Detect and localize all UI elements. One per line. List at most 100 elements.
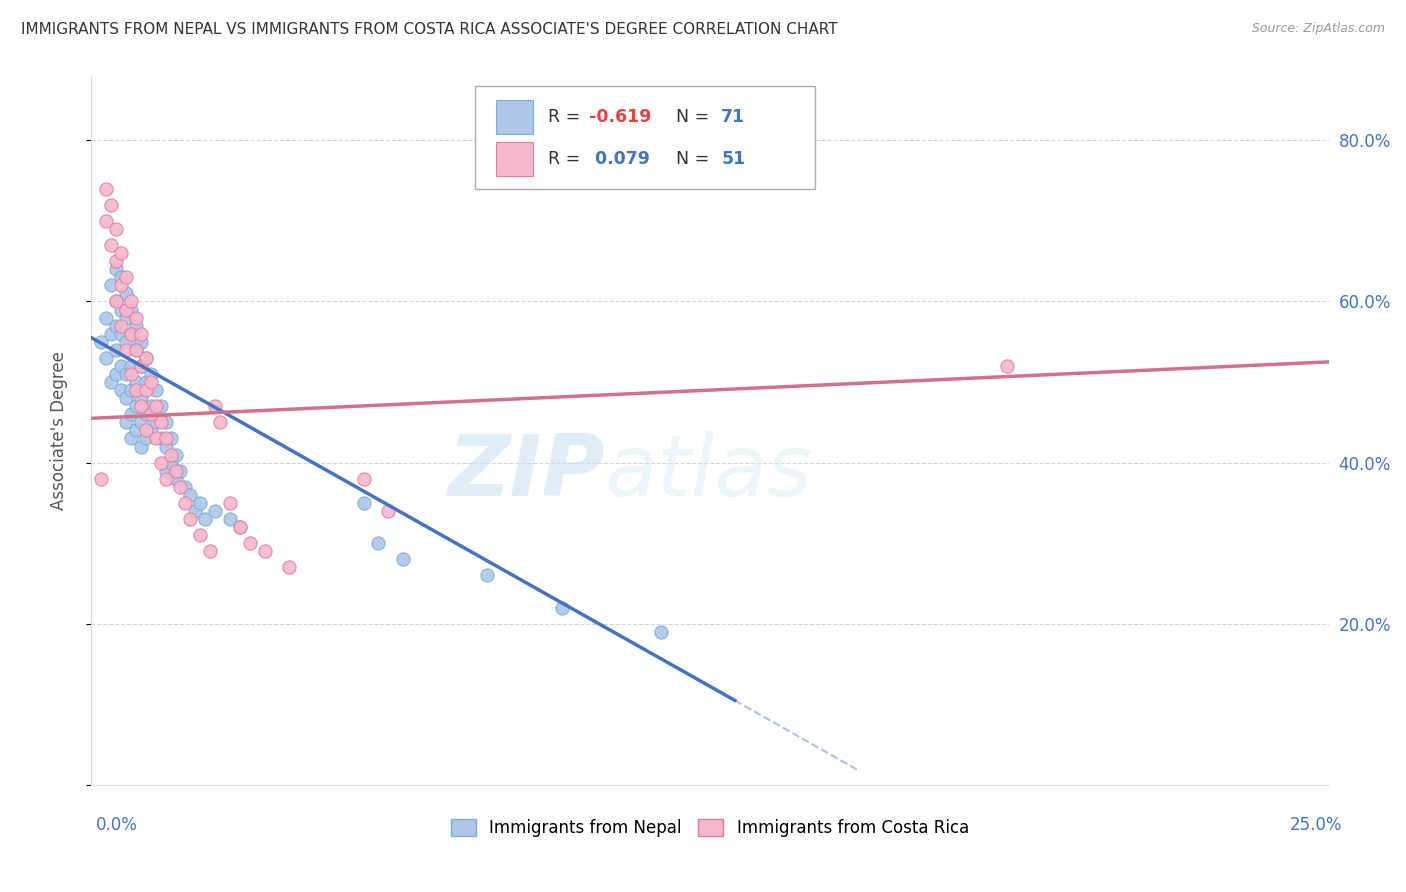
Point [100,198,122,212]
Point [165,464,187,478]
Point [650,624,672,639]
Point [110,302,132,317]
Point [110,270,132,285]
Point [353,472,375,486]
Point [96,351,118,365]
Point [198,544,221,558]
Point [125,424,148,438]
Point [110,326,132,341]
Point [995,359,1018,373]
Text: R =: R = [548,108,586,126]
Point [115,286,138,301]
Point [149,456,172,470]
Point [165,448,187,462]
Point [129,359,152,373]
Point [105,343,128,357]
Point [184,504,207,518]
Point [90,334,112,349]
Point [129,359,152,373]
Point [477,568,499,582]
Point [100,238,122,252]
Point [110,278,132,293]
Point [105,367,128,381]
Text: 71: 71 [721,108,745,126]
Point [120,407,142,421]
Point [105,294,128,309]
Point [149,415,172,429]
Point [179,512,201,526]
Point [145,415,167,429]
Point [219,496,242,510]
Point [100,326,122,341]
Point [125,343,148,357]
Point [145,432,167,446]
Point [353,496,375,510]
Text: ZIP: ZIP [447,432,605,515]
Point [135,351,157,365]
Point [135,407,157,421]
Point [120,302,142,317]
Point [115,367,138,381]
Text: 0.0%: 0.0% [96,816,138,834]
Point [120,367,142,381]
Point [145,383,167,397]
FancyBboxPatch shape [475,87,815,189]
Point [139,399,162,413]
Point [110,383,132,397]
Point [145,399,167,413]
Point [129,391,152,405]
Point [125,375,148,389]
Point [392,552,415,566]
Point [96,214,118,228]
Point [377,504,399,518]
Point [129,334,152,349]
Point [165,472,187,486]
Point [155,472,177,486]
Point [105,222,128,236]
Point [115,391,138,405]
Point [135,383,157,397]
Point [100,278,122,293]
Text: Source: ZipAtlas.com: Source: ZipAtlas.com [1251,22,1385,36]
Point [120,359,142,373]
Point [155,432,177,446]
Point [120,326,142,341]
Point [139,424,162,438]
Point [125,318,148,333]
Point [115,334,138,349]
Point [169,480,191,494]
Point [129,440,152,454]
Point [105,254,128,268]
Point [194,512,217,526]
Point [129,326,152,341]
Point [159,456,181,470]
Point [120,294,142,309]
Point [125,383,148,397]
Text: -0.619: -0.619 [589,108,651,126]
FancyBboxPatch shape [496,100,533,134]
Point [100,375,122,389]
Point [253,544,276,558]
Point [135,432,157,446]
Point [149,432,172,446]
Point [120,432,142,446]
Point [174,496,197,510]
Point [120,326,142,341]
FancyBboxPatch shape [496,142,533,176]
Point [90,472,112,486]
Text: 0.079: 0.079 [589,150,650,168]
Point [115,343,138,357]
Point [135,351,157,365]
Legend: Immigrants from Nepal, Immigrants from Costa Rica: Immigrants from Nepal, Immigrants from C… [444,813,976,844]
Point [105,294,128,309]
Point [110,246,132,260]
Point [96,310,118,325]
Point [139,375,162,389]
Point [155,415,177,429]
Point [115,415,138,429]
Text: IMMIGRANTS FROM NEPAL VS IMMIGRANTS FROM COSTA RICA ASSOCIATE'S DEGREE CORRELATI: IMMIGRANTS FROM NEPAL VS IMMIGRANTS FROM… [21,22,838,37]
Point [96,181,118,195]
Text: 51: 51 [721,150,745,168]
Text: R =: R = [548,150,586,168]
Point [110,359,132,373]
